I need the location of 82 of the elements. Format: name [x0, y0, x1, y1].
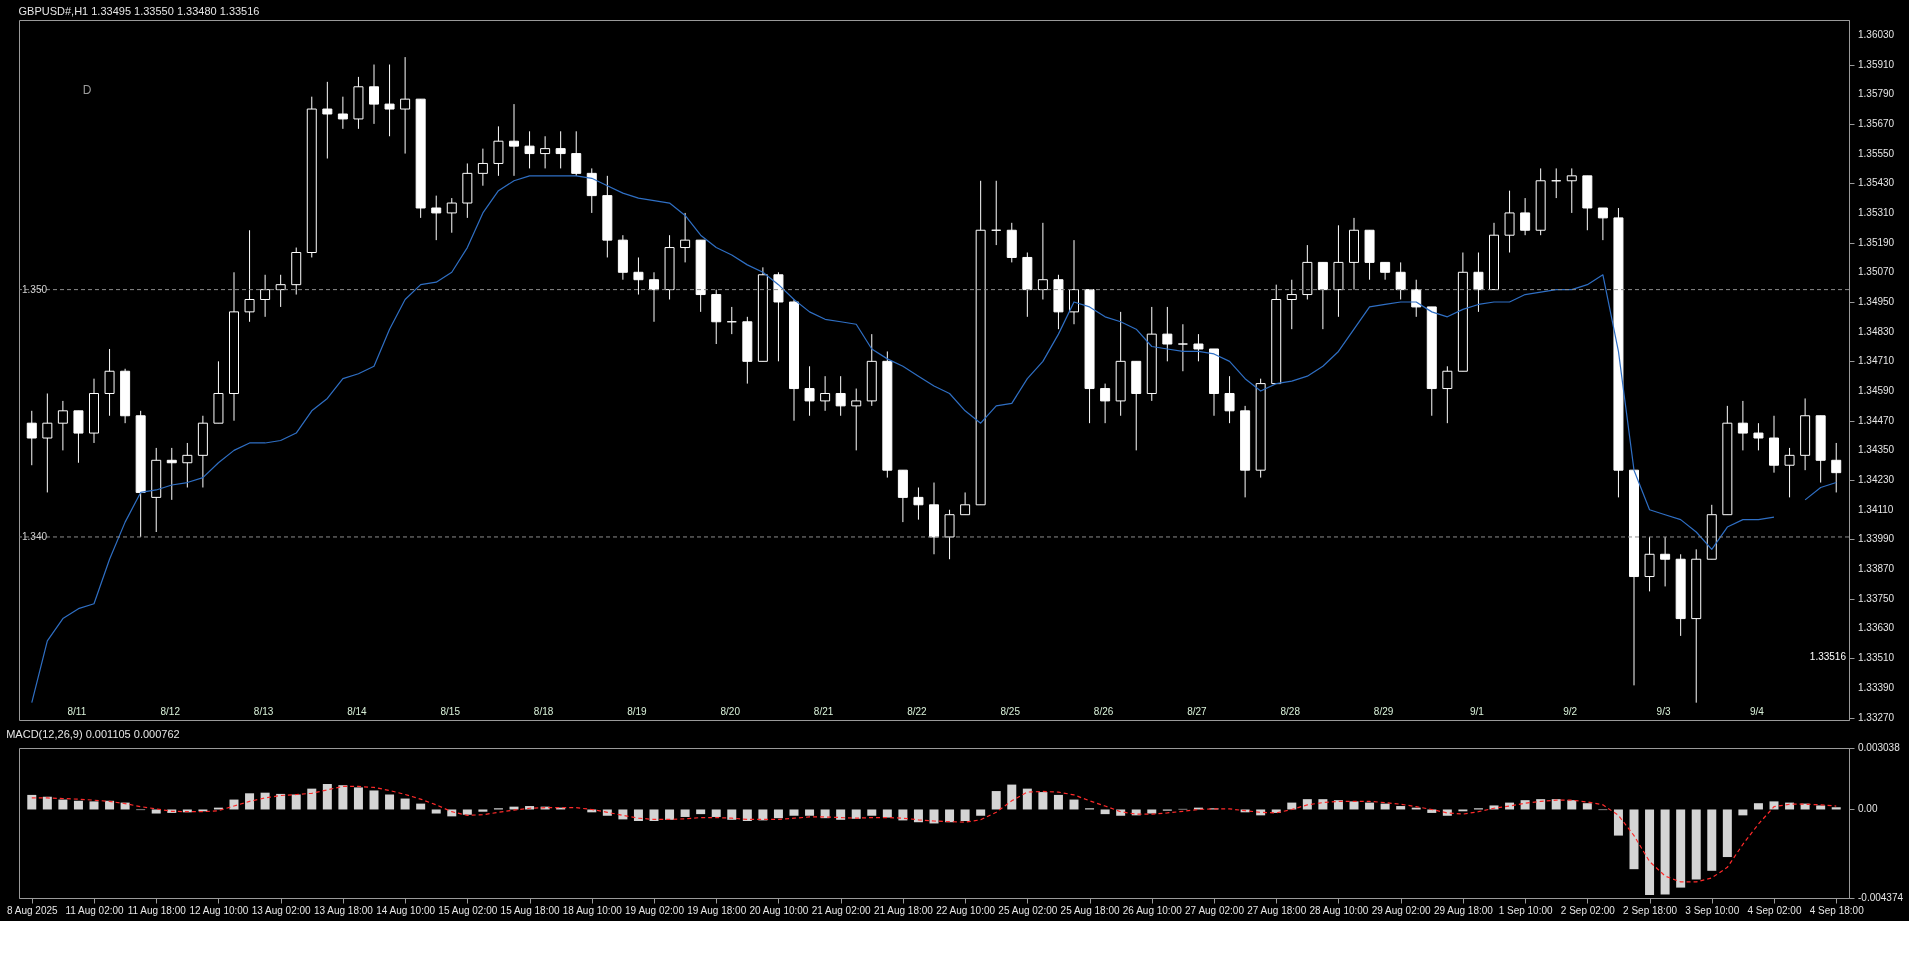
x-tick-label: 14 Aug 10:00	[376, 904, 436, 916]
chart-title: MACD(12,26,9) 0.001105 0.000762	[6, 728, 180, 740]
x-tick-label: 4 Sep 02:00	[1747, 904, 1802, 916]
y-tick-label: 1.35790	[1858, 88, 1895, 100]
y-tick-label: 1.36030	[1858, 28, 1895, 40]
x-tick-label: 21 Aug 18:00	[873, 904, 934, 916]
annotation: 8/28	[1280, 706, 1301, 717]
y-tick-label: 1.34230	[1858, 474, 1895, 486]
x-tick-label: 29 Aug 18:00	[1433, 904, 1494, 916]
x-tick-label: 4 Sep 18:00	[1809, 904, 1865, 916]
annotation: 9/3	[1656, 706, 1671, 717]
y-tick-label: 1.34350	[1858, 444, 1895, 456]
y-tick-label: 0.003038	[1858, 742, 1901, 753]
y-tick-label: 1.35310	[1858, 206, 1895, 218]
y-tick-label: 1.33270	[1858, 711, 1895, 723]
x-tick-label: 25 Aug 02:00	[998, 904, 1058, 916]
x-tick-label: 26 Aug 10:00	[1122, 904, 1183, 916]
ref-line-label: 1.340	[22, 530, 48, 542]
annotation: 9/1	[1469, 706, 1485, 717]
y-tick-label: 1.34830	[1858, 325, 1895, 337]
ref-line-label: 1.350	[22, 283, 48, 295]
x-tick-label: 20 Aug 10:00	[749, 904, 809, 916]
y-tick-label: 1.33390	[1858, 681, 1895, 693]
y-tick-label: 1.35190	[1858, 236, 1895, 248]
x-tick-label: 28 Aug 10:00	[1309, 904, 1369, 916]
x-tick-label: 25 Aug 18:00	[1060, 904, 1120, 916]
x-tick-label: 11 Aug 02:00	[65, 904, 125, 916]
x-tick-label: 18 Aug 10:00	[562, 904, 623, 916]
annotation: 8/18	[533, 706, 554, 717]
y-tick-label: 1.34950	[1858, 295, 1895, 307]
annotation: 8/29	[1373, 706, 1394, 717]
x-tick-label: 21 Aug 02:00	[811, 904, 872, 916]
annotation: 9/2	[1563, 706, 1578, 717]
annotation: 8/20	[720, 706, 741, 717]
x-tick-label: 22 Aug 10:00	[936, 904, 996, 916]
y-tick-label: 1.34710	[1858, 355, 1895, 367]
annotation: D	[82, 83, 92, 97]
x-tick-label: 12 Aug 10:00	[189, 904, 249, 916]
x-tick-label: 13 Aug 02:00	[251, 904, 312, 916]
annotation: 8/11	[67, 706, 87, 717]
x-tick-label: 27 Aug 18:00	[1247, 904, 1307, 916]
y-tick-label: 1.33870	[1858, 563, 1895, 575]
chart-title: GBPUSD#,H1 1.33495 1.33550 1.33480 1.33516	[18, 5, 260, 17]
y-tick-label: 1.34470	[1858, 414, 1895, 426]
y-tick-label: -0.004374	[1858, 892, 1904, 903]
annotation: 8/26	[1093, 706, 1114, 717]
y-tick-label: 1.35910	[1858, 58, 1895, 70]
y-tick-label: 1.35430	[1858, 177, 1895, 189]
y-tick-label: 1.33990	[1858, 533, 1895, 545]
x-tick-label: 19 Aug 02:00	[625, 904, 685, 916]
x-tick-label: 15 Aug 02:00	[438, 904, 498, 916]
y-tick-label: 0.00	[1858, 803, 1878, 815]
x-tick-label: 2 Sep 18:00	[1623, 904, 1678, 916]
x-tick-label: 8 Aug 2025	[6, 904, 59, 916]
y-tick-label: 1.34590	[1858, 385, 1895, 397]
y-tick-label: 1.33630	[1858, 622, 1895, 634]
y-tick-label: 1.33510	[1858, 652, 1895, 664]
y-tick-label: 1.33750	[1858, 592, 1895, 604]
annotation: 8/22	[907, 706, 928, 717]
annotation: 8/12	[160, 706, 181, 717]
y-tick-label: 1.35550	[1858, 147, 1895, 159]
annotation: 1.33516	[1809, 651, 1847, 662]
y-tick-label: 1.34110	[1858, 503, 1894, 515]
annotation: 8/25	[1000, 706, 1021, 717]
x-tick-label: 19 Aug 18:00	[687, 904, 747, 916]
x-tick-label: 13 Aug 18:00	[313, 904, 374, 916]
annotation: 8/19	[627, 706, 648, 717]
x-tick-label: 2 Sep 02:00	[1560, 904, 1616, 916]
annotation: 8/15	[440, 706, 461, 717]
x-tick-label: 3 Sep 10:00	[1685, 904, 1740, 916]
annotation: 8/14	[347, 706, 368, 717]
y-tick-label: 1.35070	[1858, 266, 1895, 278]
x-tick-label: 15 Aug 18:00	[500, 904, 560, 916]
x-tick-label: 29 Aug 02:00	[1371, 904, 1432, 916]
x-tick-label: 27 Aug 02:00	[1185, 904, 1245, 916]
annotation: 8/21	[813, 706, 834, 717]
annotation: 8/27	[1187, 706, 1208, 717]
x-tick-label: 1 Sep 10:00	[1498, 904, 1554, 916]
x-tick-label: 11 Aug 18:00	[127, 904, 187, 916]
y-tick-label: 1.35670	[1858, 117, 1895, 129]
annotation: 9/4	[1749, 706, 1765, 717]
annotation: 8/13	[253, 706, 274, 717]
